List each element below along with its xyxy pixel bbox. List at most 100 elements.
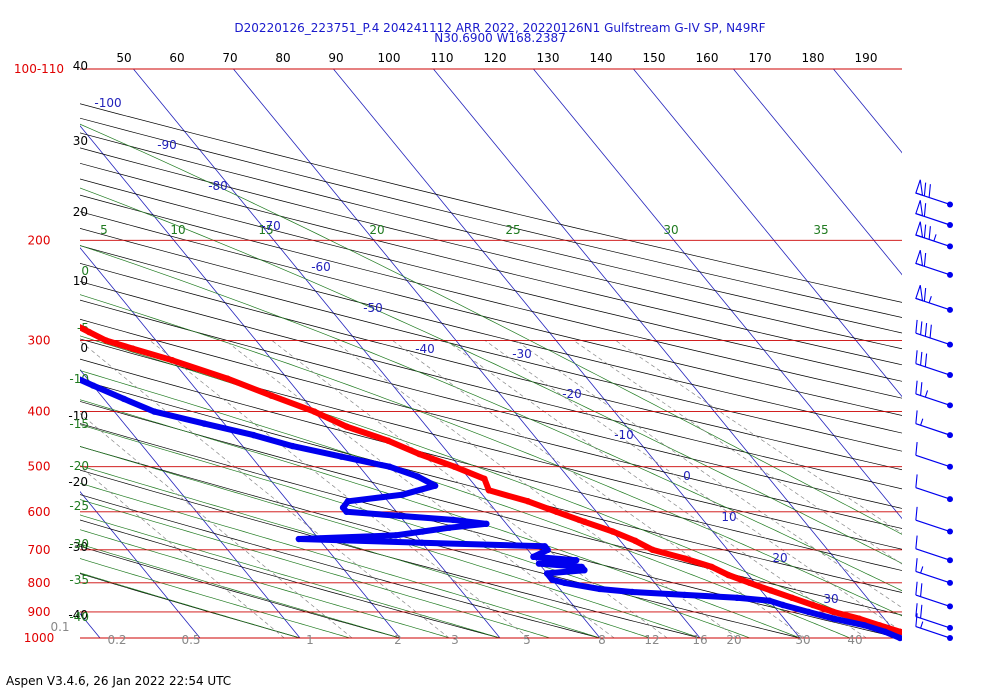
- wind-barb-flag: [915, 603, 918, 617]
- moist-adiabat-left-label: -35: [69, 573, 89, 587]
- dewpoint-point: [861, 622, 868, 629]
- mixing-ratio-label: 8: [598, 633, 606, 647]
- pressure-label: 300: [28, 333, 51, 347]
- wind-barb-flag: [915, 535, 918, 549]
- dewpoint-point: [543, 570, 551, 577]
- dewpoint-point: [561, 579, 568, 587]
- pressure-label: 200: [28, 233, 51, 247]
- mixing-ratio-label: 0.5: [181, 633, 200, 647]
- isotherm-label: -40: [415, 342, 435, 356]
- wind-barb-flag: [928, 184, 931, 198]
- wind-barb-flag: [915, 441, 918, 456]
- temperature-point: [708, 563, 715, 571]
- wind-barb: [915, 221, 953, 250]
- wind-barb-pennant: [915, 179, 924, 197]
- temperature-point: [129, 345, 136, 352]
- dewpoint-point: [896, 634, 902, 642]
- dry-adiabat-line: [80, 494, 601, 639]
- dewpoint-point: [19, 345, 25, 351]
- wind-barb-flag: [915, 613, 918, 627]
- isotherm-line: [633, 68, 902, 398]
- wind-barb-pennant: [915, 221, 924, 239]
- isotherm-label: -20: [562, 387, 582, 401]
- dry-adiabat-line: [80, 132, 902, 334]
- isotherm-label: -30: [512, 347, 532, 361]
- isotherm-label: 10: [721, 510, 736, 524]
- moist-adiabat-line: [80, 335, 901, 639]
- software-version-footer: Aspen V3.4.6, 26 Jan 2022 22:54 UTC: [6, 674, 232, 688]
- wind-barb-flag: [923, 203, 927, 217]
- temperature-point: [85, 328, 93, 336]
- top-scale-label: 80: [275, 51, 290, 65]
- wind-barb-flag: [929, 324, 932, 338]
- left-temperature-label: -10: [68, 409, 88, 423]
- pressure-label: 500: [28, 460, 51, 474]
- mixing-ratio-line: [149, 340, 529, 639]
- left-temperature-label: 0: [80, 341, 88, 355]
- dry-adiabat-line: [80, 228, 902, 434]
- dewpoint-point: [805, 608, 812, 616]
- isobar-lines: [80, 68, 902, 639]
- dewpoint-point: [89, 382, 97, 389]
- wind-barb: [915, 350, 953, 379]
- moist-adiabat-line: [80, 187, 902, 564]
- mixing-ratio-line: [271, 340, 668, 639]
- top-scale-label: 160: [696, 51, 719, 65]
- temperature-trace: [80, 324, 902, 636]
- wind-barb-flag: [923, 182, 927, 196]
- mixing-ratio-line: [484, 340, 902, 633]
- wind-barb: [915, 200, 953, 228]
- dry-adiabat-line: [80, 178, 902, 382]
- dry-adiabat-line: [80, 423, 901, 639]
- pressure-label: 1000: [24, 631, 55, 645]
- wind-barb-half-flag: [933, 234, 937, 242]
- wind-barb: [915, 249, 953, 278]
- temperature-point: [69, 320, 75, 326]
- top-scale-label: 130: [537, 51, 560, 65]
- mixing-ratio-label: 5: [523, 633, 531, 647]
- left-temperature-label: 40: [73, 59, 88, 73]
- moist-adiabat-line: [80, 245, 902, 592]
- dry-adiabat-line: [80, 147, 902, 350]
- chart-title-line-2: N30.6900 W168.2387: [434, 31, 566, 45]
- temperature-point: [481, 475, 488, 482]
- moist-adiabat-line: [80, 446, 701, 639]
- dewpoint-point: [831, 615, 838, 622]
- dry-adiabat-line: [80, 211, 902, 416]
- mixing-ratio-label: 30: [795, 633, 810, 647]
- moist-adiabat-top-label: 15: [258, 223, 273, 237]
- wind-barb-shaft: [915, 626, 951, 639]
- moist-adiabat-line: [80, 499, 551, 639]
- wind-barb-flag: [920, 583, 923, 597]
- dewpoint-point: [446, 524, 453, 531]
- wind-barb-flag: [923, 287, 927, 302]
- isotherm-line: [733, 68, 902, 276]
- isotherm-label: -80: [208, 179, 228, 193]
- top-scale-label: 170: [749, 51, 772, 65]
- moist-adiabat-top-label: 30: [663, 223, 678, 237]
- temperature-point: [609, 528, 616, 535]
- wind-barb: [915, 603, 953, 631]
- top-scale-label: 90: [328, 51, 343, 65]
- dry-adiabat-line: [80, 117, 902, 318]
- dry-adiabat-line: [80, 162, 902, 366]
- wind-barb: [915, 613, 953, 641]
- wind-barb-shaft: [915, 454, 951, 468]
- wind-barb-shaft: [915, 363, 951, 376]
- isotherm-label: -50: [363, 301, 383, 315]
- wind-barb: [915, 441, 953, 470]
- dry-adiabat-line: [80, 318, 902, 529]
- top-scale-label: 60: [169, 51, 184, 65]
- dewpoint-point: [596, 585, 603, 593]
- dry-adiabat-line: [80, 573, 301, 639]
- temperature-point: [268, 392, 275, 399]
- mixing-ratio-line: [80, 340, 450, 639]
- dewpoint-point: [431, 482, 439, 489]
- dewpoint-point: [151, 408, 158, 415]
- temperature-point: [581, 518, 588, 526]
- dewpoint-point: [535, 560, 543, 567]
- temperature-point: [14, 302, 20, 308]
- left-temperature-label: -40: [68, 608, 88, 622]
- temperature-point: [169, 357, 176, 364]
- temperature-point: [311, 408, 318, 415]
